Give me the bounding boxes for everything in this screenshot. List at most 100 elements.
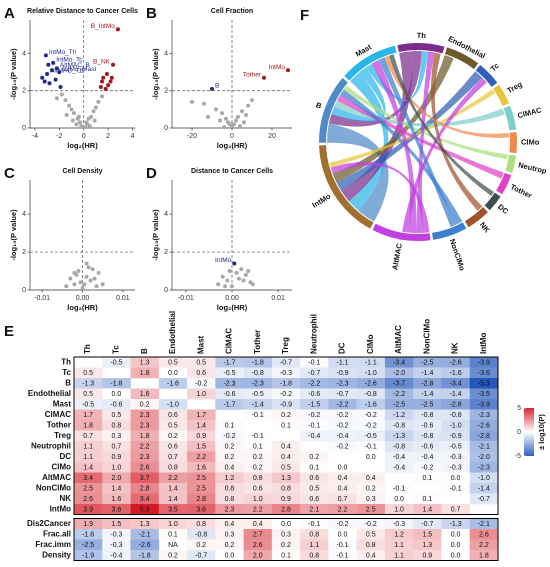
cell: [384, 420, 414, 431]
cell: [187, 550, 216, 561]
cell: [243, 367, 273, 379]
sector: [496, 172, 512, 195]
cell: [356, 539, 386, 551]
cell: [441, 483, 471, 494]
chord: [336, 94, 504, 179]
cell-value: 0.3: [281, 532, 291, 539]
cell: [271, 367, 301, 379]
cell: [243, 550, 273, 561]
cell-value: 0.8: [309, 532, 319, 539]
cell-value: 0.0: [451, 542, 461, 549]
point: [94, 284, 99, 289]
cell: [469, 388, 499, 400]
cell-value: -0.4: [421, 454, 433, 461]
chord: [328, 50, 422, 127]
cell: [130, 451, 160, 463]
cell-value: -0.4: [393, 465, 405, 472]
cell-value: -0.8: [393, 444, 405, 451]
point-label: B_IntMo: [91, 23, 116, 30]
cell: [328, 399, 357, 410]
cell: [384, 550, 414, 561]
cell-value: -0.9: [337, 370, 349, 377]
point: [42, 79, 47, 84]
cell: [469, 493, 499, 505]
cell: [187, 451, 216, 463]
chord: [343, 85, 509, 160]
cell-value: 1.5: [112, 521, 122, 528]
cell-value: -2.6: [365, 381, 377, 388]
cell-value: 0.7: [338, 496, 348, 503]
point: [82, 125, 87, 130]
point: [70, 118, 75, 123]
point: [240, 109, 244, 114]
cell: [243, 430, 273, 442]
sector: [318, 77, 348, 143]
cell-value: 2.7: [253, 532, 263, 539]
chord: [378, 57, 457, 227]
cell-value: 0.3: [225, 532, 235, 539]
point: [111, 62, 116, 67]
cell: [215, 529, 244, 540]
cell: [130, 550, 160, 561]
cell-value: 0.4: [338, 486, 348, 493]
cell: [158, 483, 188, 494]
cell-value: 0.1: [281, 553, 291, 560]
cell-value: 0.5: [83, 391, 93, 398]
cell: [215, 462, 244, 473]
cell: [130, 483, 160, 494]
cell: [158, 409, 188, 421]
sector-label: AltMAC: [390, 242, 404, 271]
cell: [215, 539, 244, 551]
cell: [130, 367, 160, 379]
cell: [328, 483, 357, 494]
y-axis-label: -log₁₀(P value): [151, 209, 160, 261]
point: [222, 125, 226, 130]
cell: [271, 518, 301, 530]
point: [57, 70, 62, 75]
x-tick-label: -2: [56, 133, 62, 140]
cell-value: 1.4: [168, 486, 178, 493]
cell: [413, 409, 442, 421]
cell-value: -1.8: [280, 381, 292, 388]
cell: [328, 539, 357, 551]
cell-value: 0.6: [309, 475, 319, 482]
y-tick-label: 4: [164, 211, 168, 218]
cell-value: 0.2: [253, 454, 263, 461]
panel-title: Cell Density: [62, 168, 102, 175]
cell: [102, 550, 131, 561]
cell-value: 2.3: [140, 423, 150, 430]
cell-value: -0.2: [337, 521, 349, 528]
point: [109, 75, 114, 80]
panel-letter: A: [4, 5, 15, 22]
cell: [74, 430, 103, 442]
cell-value: 0.1: [168, 532, 178, 539]
cell: [215, 388, 244, 400]
cell-value: -0.6: [110, 402, 122, 409]
cell-value: -0.3: [280, 370, 292, 377]
column-label: Endothelial: [168, 311, 177, 354]
cell-value: -0.3: [450, 465, 462, 472]
cell-value: -0.2: [223, 433, 235, 440]
cell: [187, 529, 216, 540]
row-label: Tc: [62, 368, 71, 377]
cell: [187, 504, 216, 515]
cell: [441, 420, 471, 431]
cell-value: 0.5: [281, 465, 291, 472]
cell-value: -0.2: [421, 465, 433, 472]
sector: [475, 64, 498, 87]
cell: [130, 539, 160, 551]
cell: [469, 378, 499, 389]
point: [244, 112, 248, 117]
cell-value: -1.4: [252, 402, 264, 409]
cell-value: -2.0: [478, 454, 490, 461]
point: [69, 107, 74, 112]
cell: [469, 462, 499, 473]
point-label: B_NK: [93, 58, 111, 65]
cell-value: 2.3: [140, 412, 150, 419]
cell: [328, 462, 357, 473]
cell-value: -3.7: [393, 381, 405, 388]
cell-value: 0.0: [451, 532, 461, 539]
cell-value: -1.3: [450, 521, 462, 528]
point: [82, 282, 87, 287]
point: [224, 116, 228, 121]
